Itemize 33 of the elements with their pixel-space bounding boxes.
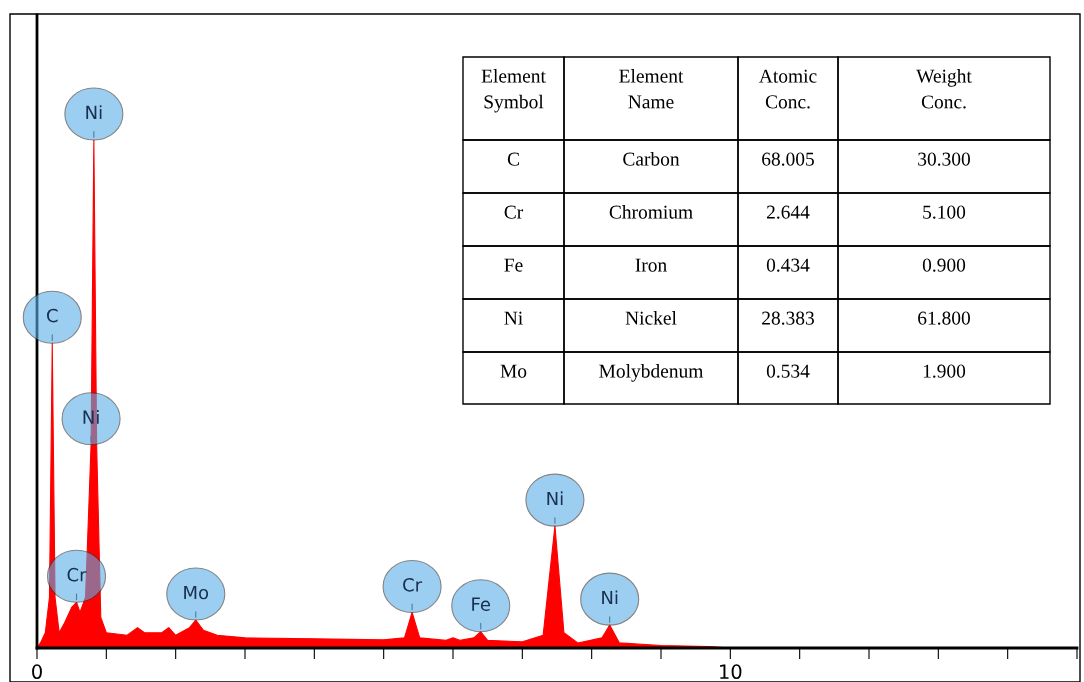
annotation: C: [46, 308, 58, 323]
annotation: Fe: [504, 258, 523, 272]
annotation: 30.300: [918, 152, 970, 166]
annotation: Mo: [184, 585, 209, 600]
text: Weight Conc.: [916, 69, 972, 109]
annotation: 5.100: [923, 205, 966, 219]
annotation: Fe: [472, 597, 491, 611]
annotation: 61.800: [918, 311, 970, 325]
annotation: Ni: [504, 311, 523, 325]
annotation: Mo: [500, 364, 527, 378]
x-tick-label: 0: [32, 664, 42, 680]
annotation: 1.900: [923, 364, 966, 378]
annotation: Chromium: [609, 205, 693, 219]
annotation: C: [507, 152, 519, 166]
annotation: Ni: [547, 491, 563, 506]
text: Atomic Conc.: [759, 69, 817, 109]
annotation: 68.005: [762, 152, 814, 166]
annotation: 2.644: [766, 205, 810, 219]
x-tick-label: 10: [720, 664, 742, 680]
annotation: Nickel: [625, 311, 677, 325]
annotation: Molybdenum: [599, 364, 704, 382]
text: Element Name: [619, 69, 684, 109]
annotation: Cr: [504, 205, 524, 219]
annotation: Carbon: [623, 152, 680, 166]
annotation: Iron: [635, 258, 667, 272]
annotation: 28.383: [762, 311, 814, 325]
annotation: 0.534: [766, 364, 810, 378]
annotation: 0.434: [766, 258, 810, 272]
text: Element Symbol: [481, 69, 546, 113]
annotation: Ni: [86, 105, 102, 119]
annotation: Cr: [403, 578, 423, 592]
annotation: Ni: [602, 590, 618, 605]
annotation: 0.900: [922, 258, 966, 272]
